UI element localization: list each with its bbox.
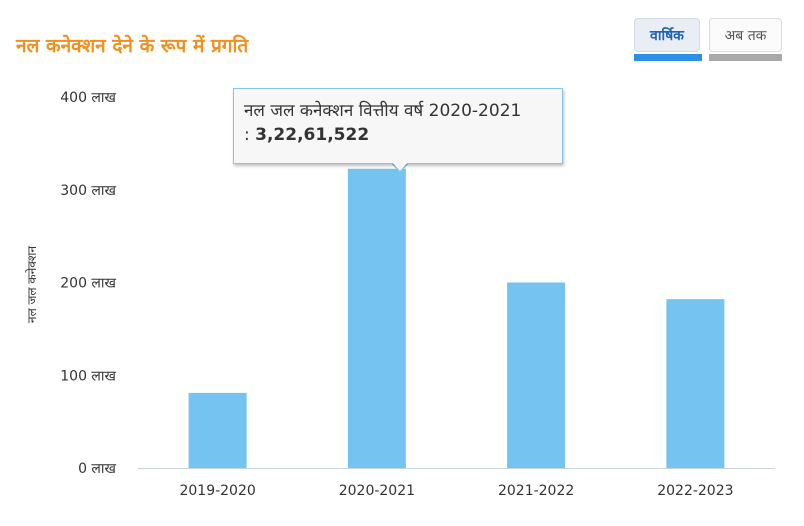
x-tick-label: 2020-2021 — [339, 483, 415, 499]
tab-annual-underline — [634, 54, 702, 61]
y-tick-label: 200 लाख — [60, 276, 116, 292]
x-tick-label: 2022-2023 — [657, 483, 733, 499]
bar — [347, 168, 406, 468]
chart-title: नल कनेक्शन देने के रूप में प्रगति — [16, 35, 249, 57]
tooltip-pointer-inner — [392, 162, 408, 171]
y-tick-label: 100 लाख — [60, 368, 116, 384]
tab-cumulative[interactable]: अब तक — [709, 18, 782, 52]
bar — [666, 299, 725, 468]
tooltip-prefix: : — [244, 125, 250, 145]
bar — [507, 282, 566, 468]
y-tick-label: 400 लाख — [60, 90, 116, 106]
y-tick-label: 0 लाख — [78, 461, 116, 477]
tooltip-value-line: : 3,22,61,522 — [244, 123, 552, 147]
y-axis-title: नल जल कनेक्शन — [25, 246, 39, 323]
tab-annual[interactable]: वार्षिक — [634, 18, 700, 52]
bar — [188, 392, 247, 468]
tab-cumulative-underline — [709, 54, 782, 61]
x-tick-label: 2019-2020 — [179, 483, 255, 499]
tooltip-value: 3,22,61,522 — [255, 125, 370, 145]
tooltip-label: नल जल कनेक्शन वित्तीय वर्ष 2020-2021 — [244, 101, 522, 121]
y-tick-label: 300 लाख — [60, 183, 116, 199]
tooltip: नल जल कनेक्शन वित्तीय वर्ष 2020-2021 : 3… — [233, 88, 563, 164]
x-tick-label: 2021-2022 — [498, 483, 574, 499]
